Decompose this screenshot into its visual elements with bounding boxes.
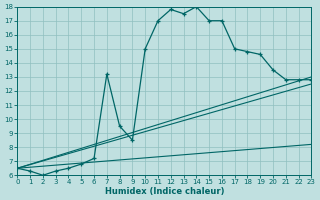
X-axis label: Humidex (Indice chaleur): Humidex (Indice chaleur): [105, 187, 224, 196]
